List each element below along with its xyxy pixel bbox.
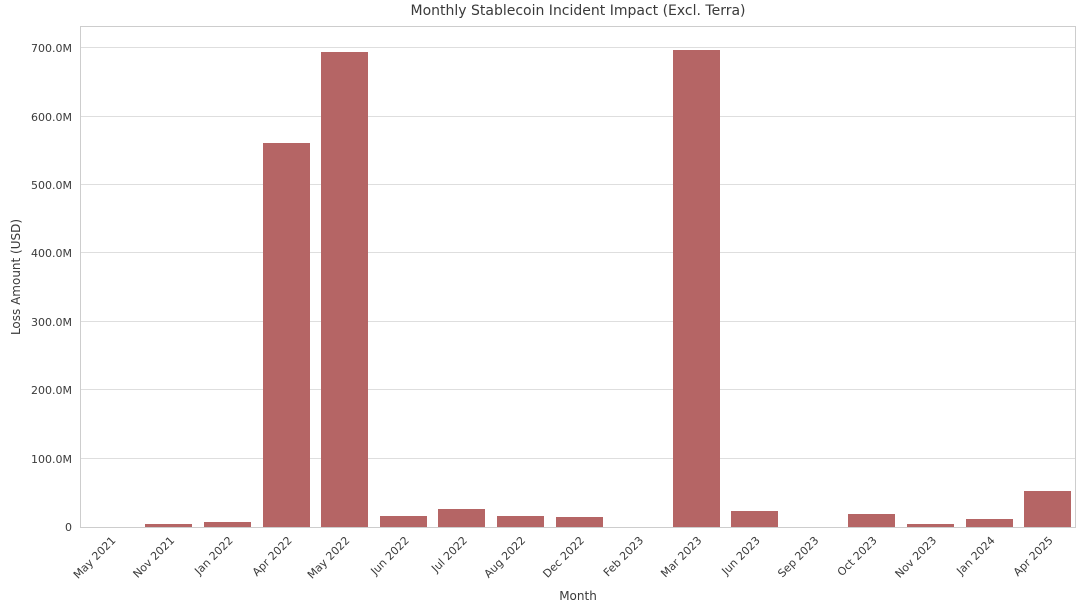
bar-apr-2025 <box>1024 491 1072 527</box>
bar-jul-2022 <box>438 509 486 527</box>
bar-dec-2022 <box>555 517 603 527</box>
bar-jun-2022 <box>379 516 427 527</box>
x-tick-label: Feb 2023 <box>600 534 646 580</box>
gridline <box>81 115 1075 117</box>
gridline <box>81 389 1075 391</box>
gridline <box>81 47 1075 49</box>
x-tick-label: Dec 2022 <box>540 534 588 581</box>
gridline <box>81 457 1075 459</box>
x-tick-label: Apr 2022 <box>249 534 295 579</box>
y-tick-label: 300.0M <box>31 315 72 329</box>
plot-area <box>80 26 1076 528</box>
chart-title: Monthly Stablecoin Incident Impact (Excl… <box>410 3 746 19</box>
bar-mar-2023 <box>672 50 720 527</box>
gridline <box>81 252 1075 254</box>
bar-jan-2024 <box>965 519 1013 527</box>
bar-oct-2023 <box>848 514 896 527</box>
y-tick-label: 0 <box>65 521 72 534</box>
y-tick-label: 700.0M <box>31 42 72 56</box>
y-tick-label: 500.0M <box>31 179 72 192</box>
bar-aug-2022 <box>496 516 544 527</box>
x-tick-label: Sep 2023 <box>775 534 822 581</box>
y-tick-label: 400.0M <box>31 247 72 261</box>
x-tick-label: Mar 2023 <box>658 534 705 581</box>
gridline <box>81 184 1075 185</box>
bar-nov-2023 <box>907 524 954 527</box>
x-tick-label: Jul 2022 <box>429 534 470 575</box>
x-tick-label: May 2022 <box>305 534 353 582</box>
y-tick-label: 100.0M <box>31 452 72 466</box>
x-tick-label: Nov 2021 <box>130 534 178 581</box>
x-tick-label: Jun 2023 <box>719 534 763 578</box>
bar-nov-2021 <box>145 524 193 527</box>
bar-may-2022 <box>321 52 369 527</box>
y-tick-label: 600.0M <box>31 110 72 124</box>
x-axis-title: Month <box>559 589 597 603</box>
x-tick-label: Jan 2022 <box>192 534 236 578</box>
x-tick-label: Apr 2025 <box>1010 534 1056 579</box>
y-tick-label: 200.0M <box>31 384 72 398</box>
bar-jan-2022 <box>204 522 251 527</box>
x-tick-label: May 2021 <box>70 534 119 582</box>
x-tick-label: Nov 2023 <box>892 534 939 581</box>
bar-jun-2023 <box>731 511 779 527</box>
x-tick-label: Jun 2022 <box>367 534 412 578</box>
x-tick-label: Aug 2022 <box>481 534 529 581</box>
bar-apr-2022 <box>262 143 310 527</box>
x-tick-label: Oct 2023 <box>835 534 881 579</box>
x-tick-label: Jan 2024 <box>953 534 998 578</box>
gridline <box>81 320 1075 322</box>
